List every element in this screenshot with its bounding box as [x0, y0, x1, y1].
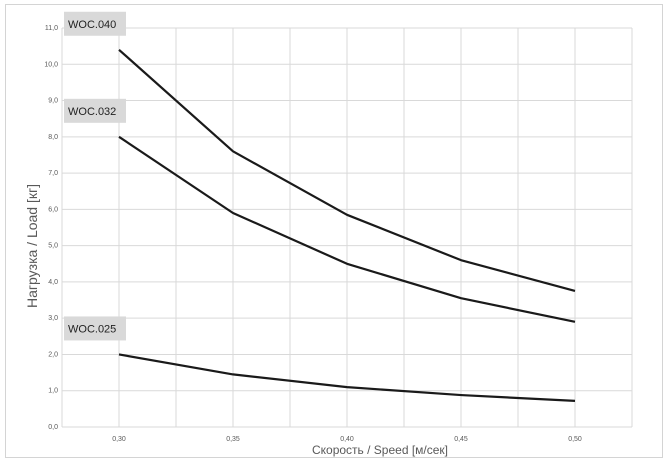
series-label-box: [64, 98, 126, 123]
series-label-text: WOC.040: [68, 19, 116, 31]
grid: [61, 27, 633, 428]
x-tick-label: 0,35: [226, 436, 240, 443]
y-tick-label: 1,0: [48, 388, 58, 395]
y-tick-label: 7,0: [48, 170, 58, 177]
y-tick-label: 6,0: [48, 206, 58, 213]
y-axis-title: Нагрузка / Load [кг]: [24, 184, 40, 308]
series-label-woc-025: WOC.025: [64, 316, 126, 341]
x-tick-label: 0,45: [454, 436, 468, 443]
series-label-box: [64, 11, 126, 36]
series-label-text: WOC.025: [68, 323, 116, 335]
series-label-woc-032: WOC.032: [64, 98, 126, 123]
x-tick-label: 0,30: [112, 436, 126, 443]
y-tick-label: 3,0: [48, 315, 58, 322]
y-tick-label: 0,0: [48, 424, 58, 431]
y-tick-label: 2,0: [48, 351, 58, 358]
chart-frame: [5, 4, 663, 458]
series-label-box: [64, 316, 126, 341]
series-labels: WOC.040 WOC.032 WOC.025: [64, 11, 126, 341]
x-tick-labels: 0,30 0,35 0,40 0,45 0,50: [112, 436, 582, 443]
series-label-woc-040: WOC.040: [64, 11, 126, 36]
y-tick-label: 5,0: [48, 243, 58, 250]
y-tick-label: 10,0: [44, 61, 58, 68]
y-tick-label: 9,0: [48, 98, 58, 105]
series-label-text: WOC.032: [68, 106, 116, 118]
y-tick-label: 8,0: [48, 134, 58, 141]
x-axis-title: Скорость / Speed [м/сек]: [312, 443, 448, 457]
y-tick-label: 11,0: [45, 25, 58, 32]
x-tick-label: 0,40: [340, 436, 354, 443]
x-tick-label: 0,50: [568, 436, 582, 443]
series-lines: [118, 48, 576, 402]
y-tick-labels: 0,0 1,0 2,0 3,0 4,0 5,0 6,0 7,0 8,0 9,0 10,0 11,0: [44, 25, 58, 431]
y-tick-label: 4,0: [48, 279, 58, 286]
